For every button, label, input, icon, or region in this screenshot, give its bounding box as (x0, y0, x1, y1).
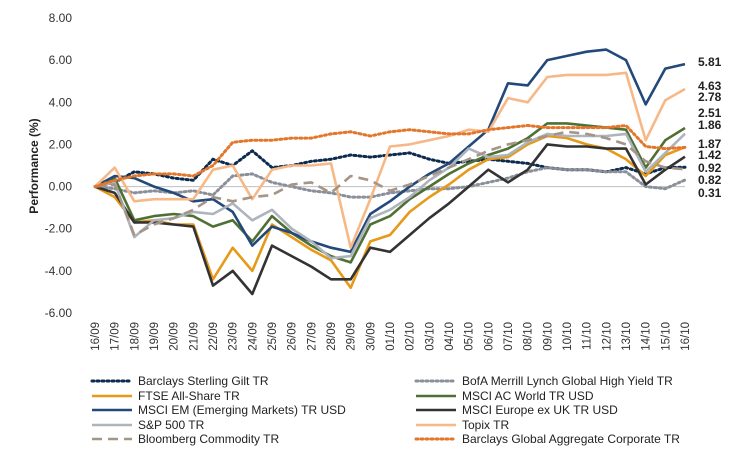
legend: Barclays Sterling Gilt TR BofA Merrill Ly… (90, 374, 730, 447)
y-tick-label: 8.00 (49, 11, 73, 25)
legend-swatch (90, 379, 134, 383)
x-tick-label: 06/10 (483, 322, 495, 351)
y-tick-label: 6.00 (49, 53, 73, 67)
legend-label: MSCI EM (Emerging Markets) TR USD (138, 403, 346, 418)
legend-swatch (92, 437, 132, 441)
x-tick-label: 01/10 (385, 322, 397, 351)
x-tick-label: 08/10 (523, 322, 535, 351)
end-value-label: 2.78 (698, 90, 722, 104)
y-tick-label: 2.00 (49, 137, 73, 151)
x-tick-label: 20/09 (169, 322, 181, 351)
legend-swatch (414, 379, 458, 383)
end-value-label: 2.51 (698, 106, 722, 120)
end-value-label: 0.31 (698, 186, 722, 200)
x-tick-label: 04/10 (444, 322, 456, 351)
legend-label: Topix TR (462, 417, 510, 432)
legend-label: Barclays Global Aggregate Corporate TR (462, 432, 680, 447)
series-line-6 (94, 132, 686, 260)
legend-item: Barclays Sterling Gilt TR (90, 374, 406, 389)
legend-item: MSCI Europe ex UK TR USD (414, 403, 730, 418)
series-line-7 (94, 71, 686, 249)
legend-label: Bloomberg Commodity TR (138, 432, 280, 447)
legend-item: BofA Merrill Lynch Global High Yield TR (414, 374, 730, 389)
y-axis-title: Performance (%) (27, 118, 41, 213)
x-tick-label: 29/09 (346, 322, 358, 351)
x-tick-label: 22/09 (208, 322, 220, 351)
y-tick-label: -6.00 (45, 306, 73, 320)
x-tick-label: 12/10 (601, 322, 613, 351)
x-tick-label: 28/09 (326, 322, 338, 351)
legend-item: Topix TR (414, 418, 730, 433)
series-lines (93, 48, 687, 296)
legend-swatch (416, 394, 456, 398)
x-tick-label: 25/09 (267, 322, 279, 351)
legend-swatch (414, 437, 458, 441)
x-tick-label: 18/09 (129, 322, 141, 351)
x-tick-label: 07/10 (503, 322, 515, 351)
legend-label: Barclays Sterling Gilt TR (138, 374, 269, 389)
x-tick-label: 16/10 (680, 322, 692, 351)
legend-item: Barclays Global Aggregate Corporate TR (414, 432, 730, 447)
x-tick-label: 11/10 (582, 322, 594, 350)
x-tick-label: 19/09 (149, 322, 161, 351)
legend-item: Bloomberg Commodity TR (90, 432, 406, 447)
series-line-8 (94, 130, 686, 237)
x-tick-label: 23/09 (228, 322, 240, 351)
x-tick-label: 16/09 (90, 322, 102, 351)
x-tick-label: 30/09 (365, 322, 377, 351)
x-tick-label: 09/10 (542, 322, 554, 351)
x-tick-label: 17/09 (110, 322, 122, 351)
end-value-label: 0.82 (698, 173, 722, 187)
x-tick-label: 02/10 (405, 322, 417, 351)
legend-item: MSCI EM (Emerging Markets) TR USD (90, 403, 406, 418)
end-value-label: 5.81 (698, 55, 722, 69)
end-value-label: 1.86 (698, 118, 722, 132)
legend-label: S&P 500 TR (138, 417, 205, 432)
x-axis: 16/09 17/09 18/09 19/09 20/09 21/09 22/09 23/09… (90, 322, 692, 351)
legend-item: MSCI AC World TR USD (414, 389, 730, 404)
end-value-label: 0.92 (698, 161, 722, 175)
x-tick-label: 10/10 (562, 322, 574, 351)
x-tick-label: 13/10 (621, 322, 633, 351)
y-tick-label: 4.00 (49, 95, 73, 109)
legend-swatch (92, 423, 132, 427)
legend-swatch (92, 394, 132, 398)
series-line-4 (94, 48, 686, 254)
series-line-3 (94, 122, 686, 264)
x-tick-label: 03/10 (424, 322, 436, 351)
x-tick-label: 26/09 (287, 322, 299, 351)
y-axis: -6.00 -4.00 -2.00 0.00 2.00 4.00 6.00 8.00 (45, 11, 73, 320)
x-tick-label: 27/09 (306, 322, 318, 351)
legend-swatch (416, 408, 456, 412)
y-tick-label: 0.00 (49, 180, 73, 194)
legend-item: FTSE All-Share TR (90, 389, 406, 404)
series-line-0 (93, 149, 687, 189)
x-tick-label: 15/10 (660, 322, 672, 351)
legend-label: MSCI AC World TR USD (462, 388, 594, 403)
legend-item: S&P 500 TR (90, 418, 406, 433)
y-tick-label: -4.00 (45, 264, 73, 278)
legend-label: MSCI Europe ex UK TR USD (462, 403, 618, 418)
series-line-2 (94, 134, 686, 290)
legend-swatch (416, 423, 456, 427)
x-tick-label: 21/09 (188, 322, 200, 351)
y-tick-label: -2.00 (45, 222, 73, 236)
end-value-label: 1.87 (698, 137, 722, 151)
end-value-label: 4.63 (698, 79, 722, 93)
end-value-label: 1.42 (698, 148, 722, 162)
x-tick-label: 14/10 (641, 322, 653, 351)
legend-label: BofA Merrill Lynch Global High Yield TR (462, 374, 673, 389)
series-line-5 (94, 143, 686, 296)
legend-swatch (92, 408, 132, 412)
x-tick-label: 05/10 (464, 322, 476, 351)
end-value-labels: 5.81 4.632.78 2.511.86 1.871.420.920.820.31 (698, 55, 722, 200)
legend-label: FTSE All-Share TR (138, 388, 240, 403)
series-line-9 (93, 124, 687, 189)
series-line-1 (93, 166, 687, 199)
x-tick-label: 24/09 (247, 322, 259, 351)
